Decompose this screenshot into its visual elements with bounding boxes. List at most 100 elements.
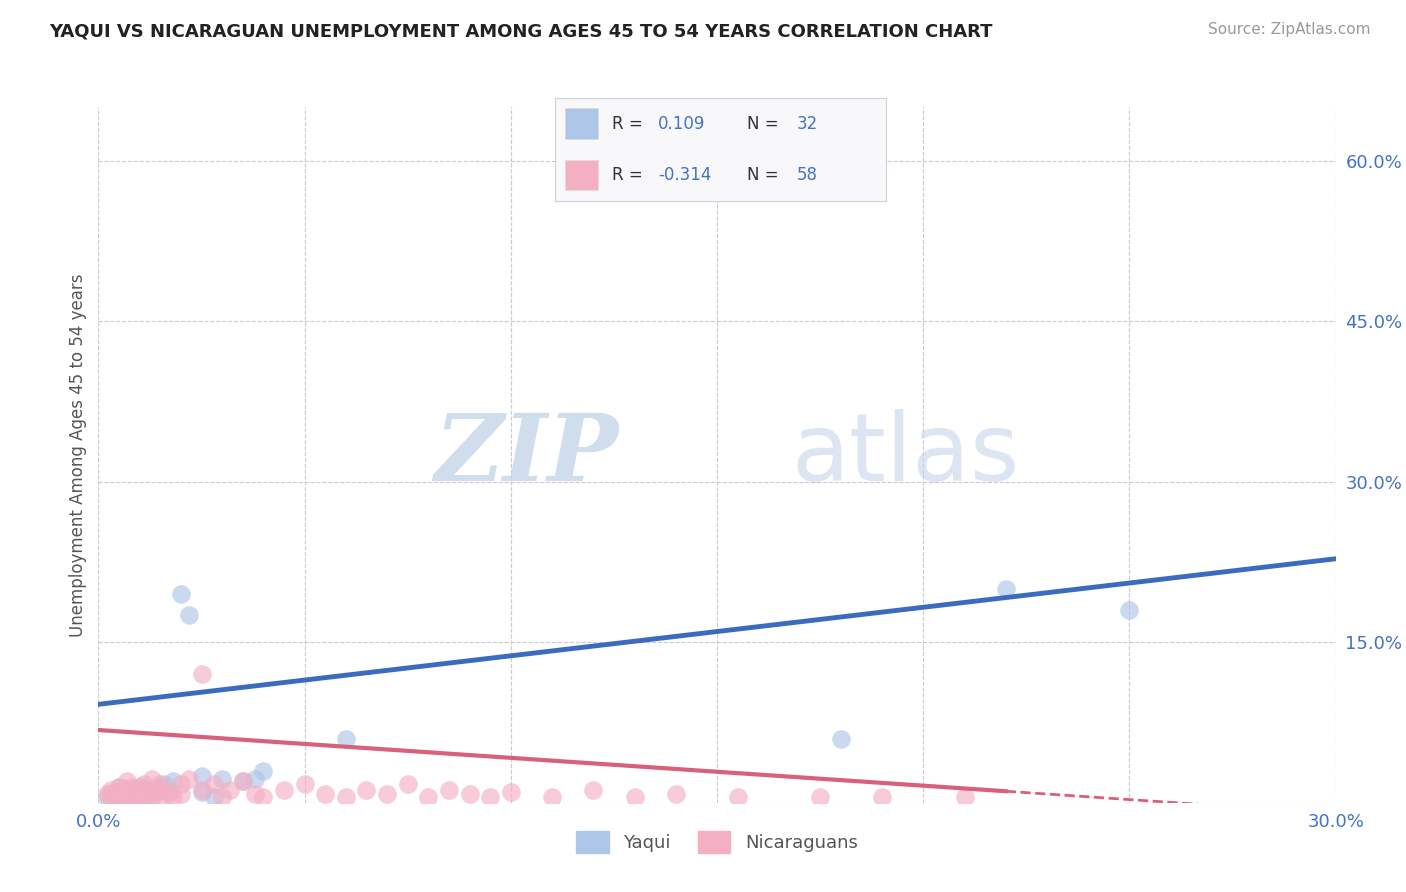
- Point: [136, 790, 159, 805]
- Legend: Yaqui, Nicaraguans: Yaqui, Nicaraguans: [569, 823, 865, 860]
- Text: ZIP: ZIP: [434, 410, 619, 500]
- Point: [252, 764, 274, 778]
- Point: [124, 787, 146, 801]
- Point: [149, 780, 172, 794]
- Point: [117, 787, 139, 801]
- Point: [232, 774, 254, 789]
- Point: [170, 776, 193, 790]
- Point: [104, 790, 127, 805]
- Point: [870, 790, 893, 805]
- Point: [190, 769, 212, 783]
- Point: [108, 780, 131, 794]
- Point: [132, 790, 155, 805]
- Point: [96, 787, 118, 801]
- Point: [149, 790, 172, 805]
- Point: [128, 785, 150, 799]
- Point: [153, 776, 176, 790]
- Point: [108, 790, 131, 805]
- Point: [104, 785, 127, 799]
- Point: [117, 774, 139, 789]
- Point: [665, 787, 688, 801]
- Point: [356, 783, 378, 797]
- Point: [179, 608, 201, 623]
- Point: [100, 783, 122, 797]
- Point: [128, 790, 150, 805]
- FancyBboxPatch shape: [565, 160, 599, 190]
- Text: -0.314: -0.314: [658, 166, 711, 184]
- Point: [418, 790, 440, 805]
- Point: [190, 667, 212, 681]
- FancyBboxPatch shape: [565, 109, 599, 139]
- Point: [190, 785, 212, 799]
- Text: atlas: atlas: [792, 409, 1019, 501]
- Point: [541, 790, 564, 805]
- Point: [170, 587, 193, 601]
- Point: [132, 787, 155, 801]
- Point: [437, 783, 460, 797]
- Point: [219, 783, 242, 797]
- Text: Source: ZipAtlas.com: Source: ZipAtlas.com: [1208, 22, 1371, 37]
- Point: [727, 790, 749, 805]
- Point: [157, 785, 180, 799]
- Text: YAQUI VS NICARAGUAN UNEMPLOYMENT AMONG AGES 45 TO 54 YEARS CORRELATION CHART: YAQUI VS NICARAGUAN UNEMPLOYMENT AMONG A…: [49, 22, 993, 40]
- Text: 58: 58: [797, 166, 817, 184]
- Text: N =: N =: [747, 115, 779, 133]
- Point: [141, 790, 163, 805]
- Point: [120, 790, 142, 805]
- Text: 0.109: 0.109: [658, 115, 706, 133]
- Point: [458, 787, 481, 801]
- Point: [141, 772, 163, 787]
- Point: [124, 790, 146, 805]
- Point: [375, 787, 398, 801]
- Point: [100, 790, 122, 805]
- Point: [149, 776, 172, 790]
- Point: [108, 780, 131, 794]
- Point: [96, 790, 118, 805]
- Point: [252, 790, 274, 805]
- Point: [273, 783, 295, 797]
- Point: [232, 774, 254, 789]
- Point: [145, 785, 167, 799]
- Point: [117, 783, 139, 797]
- Point: [112, 790, 135, 805]
- Point: [243, 787, 266, 801]
- Point: [994, 582, 1017, 596]
- Point: [211, 790, 233, 805]
- Point: [132, 776, 155, 790]
- Point: [335, 790, 357, 805]
- Point: [396, 776, 419, 790]
- Point: [112, 785, 135, 799]
- Point: [294, 776, 316, 790]
- Point: [120, 790, 142, 805]
- Point: [153, 783, 176, 797]
- Point: [162, 774, 184, 789]
- Point: [335, 731, 357, 746]
- Point: [112, 790, 135, 805]
- Point: [243, 772, 266, 787]
- Point: [808, 790, 831, 805]
- Point: [136, 783, 159, 797]
- Point: [830, 731, 852, 746]
- Point: [202, 790, 225, 805]
- Point: [179, 772, 201, 787]
- Point: [124, 785, 146, 799]
- Point: [202, 776, 225, 790]
- Text: 32: 32: [797, 115, 818, 133]
- Text: R =: R =: [612, 115, 643, 133]
- Point: [582, 783, 605, 797]
- Point: [1118, 603, 1140, 617]
- Point: [157, 787, 180, 801]
- Point: [211, 772, 233, 787]
- Point: [100, 787, 122, 801]
- Point: [128, 780, 150, 794]
- Point: [162, 790, 184, 805]
- Y-axis label: Unemployment Among Ages 45 to 54 years: Unemployment Among Ages 45 to 54 years: [69, 273, 87, 637]
- Point: [120, 780, 142, 794]
- Point: [120, 783, 142, 797]
- Point: [623, 790, 645, 805]
- Point: [314, 787, 336, 801]
- Point: [479, 790, 502, 805]
- Point: [953, 790, 976, 805]
- Text: N =: N =: [747, 166, 779, 184]
- Point: [108, 785, 131, 799]
